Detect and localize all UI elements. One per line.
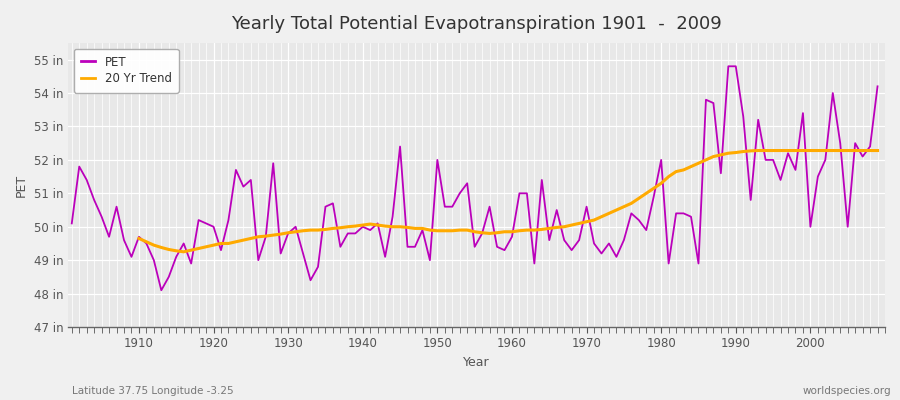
Text: worldspecies.org: worldspecies.org (803, 386, 891, 396)
Legend: PET, 20 Yr Trend: PET, 20 Yr Trend (74, 49, 179, 92)
Y-axis label: PET: PET (15, 173, 28, 196)
Text: Latitude 37.75 Longitude -3.25: Latitude 37.75 Longitude -3.25 (72, 386, 234, 396)
Title: Yearly Total Potential Evapotranspiration 1901  -  2009: Yearly Total Potential Evapotranspiratio… (231, 15, 722, 33)
X-axis label: Year: Year (464, 356, 490, 369)
